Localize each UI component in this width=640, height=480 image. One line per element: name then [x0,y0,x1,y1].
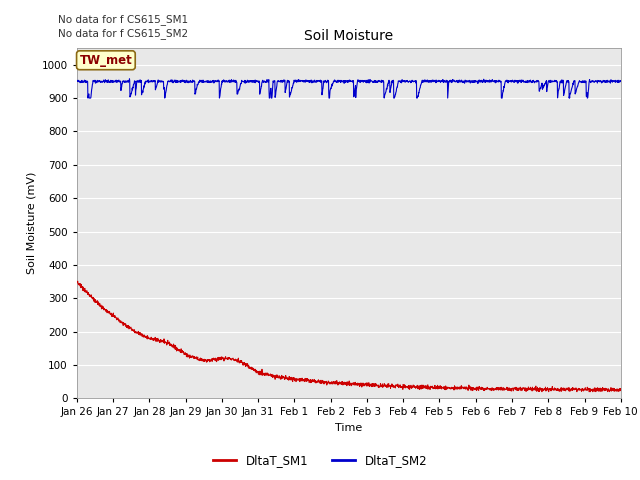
Y-axis label: Soil Moisture (mV): Soil Moisture (mV) [26,172,36,275]
X-axis label: Time: Time [335,423,362,433]
Text: No data for f CS615_SM2: No data for f CS615_SM2 [58,28,188,39]
Title: Soil Moisture: Soil Moisture [304,29,394,43]
Text: No data for f CS615_SM1: No data for f CS615_SM1 [58,13,188,24]
Text: TW_met: TW_met [79,54,132,67]
Legend: DltaT_SM1, DltaT_SM2: DltaT_SM1, DltaT_SM2 [208,449,432,472]
